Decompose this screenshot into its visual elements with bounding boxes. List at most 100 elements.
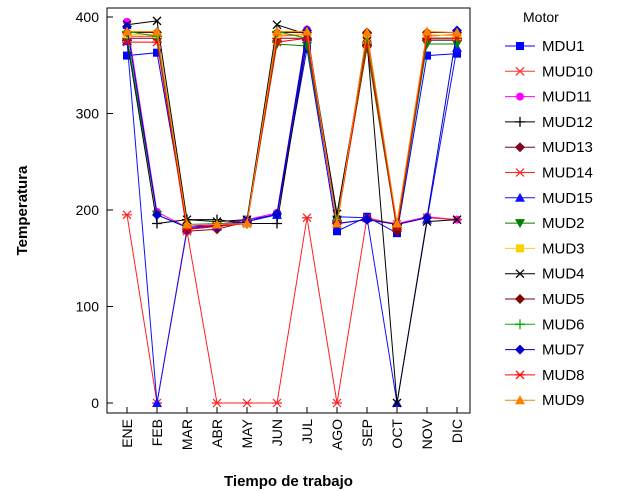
- data-point: [332, 209, 342, 219]
- data-point: [362, 214, 372, 225]
- data-point: [302, 26, 312, 36]
- legend-marker: [515, 319, 525, 330]
- y-tick-label: 400: [76, 9, 100, 25]
- data-point: [212, 219, 222, 229]
- data-point: [122, 210, 132, 220]
- legend-marker: [515, 168, 525, 177]
- legend-item: MUD7: [505, 342, 585, 359]
- x-tick-label: MAY: [239, 418, 255, 448]
- data-point: [333, 227, 341, 236]
- data-point: [152, 218, 162, 229]
- legend-marker: [515, 192, 525, 202]
- legend-item: MUD13: [505, 139, 593, 156]
- data-point: [182, 219, 192, 229]
- data-point: [452, 40, 462, 50]
- y-axis-title: Temperatura: [14, 165, 31, 255]
- legend-marker: [515, 395, 525, 405]
- legend-marker: [515, 370, 525, 380]
- data-point: [362, 27, 372, 37]
- legend-item: MUD14: [505, 165, 593, 182]
- x-tick-label: ENE: [119, 419, 135, 448]
- plot-layer: [122, 16, 462, 408]
- data-point: [152, 26, 162, 36]
- legend-marker: [516, 42, 524, 50]
- y-tick-label: 300: [76, 106, 100, 122]
- data-point: [272, 398, 282, 408]
- data-point: [272, 37, 282, 47]
- legend-label: MUD5: [542, 291, 585, 308]
- legend-marker: [515, 142, 525, 153]
- data-point: [122, 37, 132, 47]
- data-point: [332, 218, 342, 228]
- x-axis-title: Tiempo de trabajo: [224, 473, 353, 490]
- legend-item: MUD11: [505, 89, 592, 106]
- legend-label: MUD12: [542, 114, 593, 131]
- legend-item: MUD4: [505, 266, 585, 283]
- data-point: [153, 48, 161, 57]
- legend-item: MUD5: [505, 291, 585, 308]
- y-tick-label: 200: [76, 202, 100, 218]
- legend-label: MUD3: [542, 240, 585, 257]
- data-point: [212, 398, 222, 408]
- series-line: [127, 37, 457, 230]
- legend-label: MUD10: [542, 63, 593, 80]
- data-point: [242, 398, 252, 408]
- legend-label: MUD11: [542, 89, 592, 106]
- legend-marker: [515, 294, 525, 304]
- legend-marker: [515, 219, 525, 229]
- legend-label: MUD7: [542, 342, 585, 359]
- x-tick-label: JUL: [299, 419, 315, 444]
- data-point: [422, 33, 432, 43]
- x-tick-label: OCT: [389, 419, 405, 449]
- legend-item: MDU1: [505, 38, 585, 55]
- legend-label: MDU1: [542, 38, 585, 55]
- legend-marker: [515, 344, 525, 355]
- axes-layer: 0 100 200 300 400 ENE FEB MAR ABR MAY JUN JUL AGO SEP…: [76, 9, 465, 450]
- legend-marker: [515, 116, 525, 127]
- legend-label: MUD9: [542, 392, 585, 409]
- legend-label: MUD6: [542, 316, 585, 333]
- data-point: [392, 218, 402, 228]
- legend-item: MUD9: [505, 392, 585, 409]
- data-point: [122, 26, 132, 36]
- legend-marker: [515, 269, 525, 279]
- data-point: [152, 37, 162, 47]
- legend-label: MUD15: [542, 190, 593, 207]
- x-tick-label: SEP: [359, 419, 375, 447]
- data-point: [302, 33, 312, 43]
- x-tick-label: NOV: [419, 418, 435, 449]
- data-point: [152, 209, 162, 220]
- series-line: [126, 20, 458, 404]
- data-point: [422, 40, 432, 50]
- data-point: [302, 213, 312, 223]
- data-point: [453, 49, 461, 58]
- data-point: [152, 398, 162, 407]
- x-tick-label: DIC: [449, 419, 465, 443]
- series-mud9: [122, 26, 462, 229]
- x-tick-label: FEB: [149, 419, 165, 446]
- x-tick-label: AGO: [329, 419, 345, 450]
- legend: Motor MDU1 MUD10 MUD11 MUD12 MUD13 MUD14 MUD15…: [505, 9, 593, 409]
- data-point: [272, 208, 282, 219]
- data-point: [272, 218, 282, 229]
- data-point: [422, 212, 432, 223]
- x-tick-label: ABR: [209, 419, 225, 448]
- legend-label: MUD8: [542, 367, 585, 384]
- legend-label: MUD13: [542, 139, 593, 156]
- x-tick-label: MAR: [179, 419, 195, 450]
- legend-title: Motor: [523, 9, 559, 25]
- legend-marker: [516, 92, 524, 101]
- legend-marker: [515, 66, 525, 76]
- legend-item: MUD2: [505, 215, 585, 232]
- legend-item: MUD10: [505, 63, 593, 80]
- data-point: [332, 398, 342, 408]
- data-point: [452, 27, 462, 37]
- data-point: [242, 218, 252, 228]
- data-point: [422, 26, 432, 36]
- data-point: [152, 16, 162, 26]
- data-point: [272, 26, 282, 36]
- legend-label: MUD2: [542, 215, 585, 232]
- data-point: [272, 20, 282, 30]
